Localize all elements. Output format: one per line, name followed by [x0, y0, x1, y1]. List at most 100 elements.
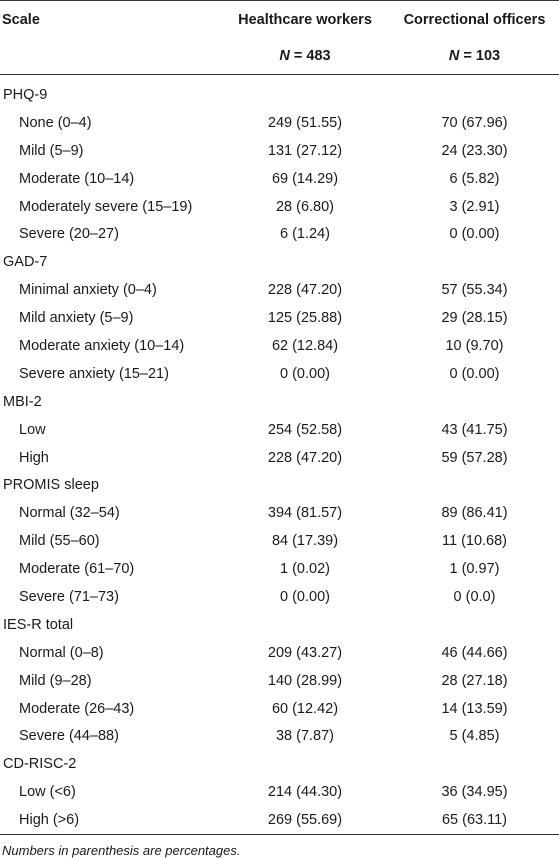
healthcare-value — [220, 388, 390, 416]
healthcare-value — [220, 75, 390, 109]
table-row: Normal (0–8) 209 (43.27) 46 (44.66) — [0, 639, 559, 667]
table-row: Moderate anxiety (10–14) 62 (12.84) 10 (9.… — [0, 332, 559, 360]
healthcare-value: 269 (55.69) — [267, 812, 343, 829]
correctional-value: 29 (28.15) — [441, 310, 508, 327]
row-label: Low (<6) — [19, 784, 76, 801]
row-label: Severe (71–73) — [19, 588, 119, 605]
table-row: None (0–4) 249 (51.55) 70 (67.96) — [0, 109, 559, 137]
header-blank — [0, 38, 220, 75]
n-value: = 103 — [459, 48, 501, 64]
table-row: Mild (55–60) 84 (17.39) 11 (10.68) — [0, 527, 559, 555]
row-label: Low — [19, 421, 46, 438]
n-label: N — [279, 48, 290, 64]
healthcare-value — [220, 611, 390, 639]
healthcare-value: 209 (43.27) — [267, 644, 343, 661]
table-row: Normal (32–54) 394 (81.57) 89 (86.41) — [0, 499, 559, 527]
healthcare-value: 84 (17.39) — [271, 533, 339, 550]
section-row: IES-R total — [0, 611, 559, 639]
table-bottom-rule — [0, 834, 559, 836]
row-label: Mild (9–28) — [19, 672, 92, 689]
table-body: PHQ-9 None (0–4) 249 (51.55) 70 (67.96) Mild… — [0, 75, 559, 835]
correctional-value: 59 (57.28) — [441, 449, 508, 466]
healthcare-value: 69 (14.29) — [271, 170, 339, 187]
table-row: Moderate (61–70) 1 (0.02) 1 (0.97) — [0, 555, 559, 583]
correctional-value — [390, 248, 559, 276]
table-row: Severe (20–27) 6 (1.24) 0 (0.00) — [0, 220, 559, 248]
correctional-value — [390, 75, 559, 109]
correctional-value: 36 (34.95) — [441, 784, 508, 801]
healthcare-value: 1 (0.02) — [280, 561, 330, 578]
correctional-value: 11 (10.68) — [441, 533, 508, 550]
section-row: PHQ-9 — [0, 75, 559, 109]
correctional-value: 1 (0.97) — [449, 561, 500, 578]
healthcare-value: 62 (12.84) — [271, 337, 339, 354]
healthcare-value: 394 (81.57) — [267, 505, 343, 522]
healthcare-value: 60 (12.42) — [271, 700, 339, 717]
row-label: Moderate (61–70) — [19, 561, 135, 578]
row-label: Moderate (26–43) — [19, 700, 135, 717]
healthcare-value: 249 (51.55) — [267, 114, 343, 131]
table-row: Severe (71–73) 0 (0.00) 0 (0.0) — [0, 583, 559, 611]
header-row-titles: Scale Healthcare workers Correctional of… — [0, 0, 559, 39]
healthcare-value: 131 (27.12) — [267, 142, 343, 159]
table-row: Low 254 (52.58) 43 (41.75) — [0, 416, 559, 444]
row-label: High — [19, 449, 49, 466]
table-row: Mild (5–9) 131 (27.12) 24 (23.30) — [0, 137, 559, 165]
row-label: Normal (0–8) — [19, 644, 104, 661]
correctional-value — [390, 471, 559, 499]
correctional-value: 43 (41.75) — [441, 421, 508, 438]
row-label: Severe anxiety (15–21) — [19, 365, 169, 382]
correctional-value: 0 (0.00) — [449, 365, 500, 382]
healthcare-value: 140 (28.99) — [267, 672, 343, 689]
row-label: Minimal anxiety (0–4) — [19, 282, 157, 299]
healthcare-value: 214 (44.30) — [267, 784, 343, 801]
table-footnote: Numbers in parenthesis are percentages. — [2, 843, 241, 858]
n-value: = 483 — [289, 48, 331, 64]
correctional-value: 89 (86.41) — [441, 505, 508, 522]
healthcare-value: 228 (47.20) — [267, 282, 343, 299]
header-correctional-n: N = 103 — [390, 38, 559, 75]
table-row: Low (<6) 214 (44.30) 36 (34.95) — [0, 778, 559, 806]
row-label: Severe (44–88) — [19, 728, 119, 745]
healthcare-value — [220, 471, 390, 499]
section-label: PHQ-9 — [3, 86, 48, 103]
row-label: Mild (55–60) — [19, 533, 100, 550]
table-row: Mild anxiety (5–9) 125 (25.88) 29 (28.15) — [0, 304, 559, 332]
row-label: High (>6) — [19, 812, 80, 829]
table-row: Moderately severe (15–19) 28 (6.80) 3 (2.9… — [0, 193, 559, 221]
healthcare-value: 125 (25.88) — [267, 310, 343, 327]
correctional-value: 6 (5.82) — [449, 170, 500, 187]
section-row: CD-RISC-2 — [0, 750, 559, 778]
header-correctional-officers: Correctional officers — [403, 12, 546, 28]
header-row-n: N = 483 N = 103 — [0, 38, 559, 75]
section-row: GAD-7 — [0, 248, 559, 276]
healthcare-value: 254 (52.58) — [267, 421, 343, 438]
header-healthcare-workers: Healthcare workers — [238, 12, 372, 28]
healthcare-value: 38 (7.87) — [275, 728, 335, 745]
healthcare-value: 28 (6.80) — [275, 198, 335, 215]
correctional-value: 3 (2.91) — [449, 198, 500, 215]
results-table: Scale Healthcare workers Correctional of… — [0, 0, 559, 835]
table-row: Mild (9–28) 140 (28.99) 28 (27.18) — [0, 667, 559, 695]
correctional-value: 28 (27.18) — [441, 672, 508, 689]
correctional-value: 65 (63.11) — [441, 812, 508, 829]
section-row: PROMIS sleep — [0, 471, 559, 499]
row-label: Mild (5–9) — [19, 142, 84, 159]
table-header: Scale Healthcare workers Correctional of… — [0, 0, 559, 75]
correctional-value — [390, 750, 559, 778]
section-label: CD-RISC-2 — [3, 756, 77, 773]
row-label: Mild anxiety (5–9) — [19, 310, 134, 327]
section-label: IES-R total — [3, 616, 74, 633]
correctional-value: 57 (55.34) — [441, 282, 508, 299]
correctional-value: 46 (44.66) — [441, 644, 508, 661]
table-row: Moderate (10–14) 69 (14.29) 6 (5.82) — [0, 165, 559, 193]
correctional-value: 70 (67.96) — [441, 114, 508, 131]
row-label: Severe (20–27) — [19, 226, 119, 243]
table-row: High (>6) 269 (55.69) 65 (63.11) — [0, 806, 559, 834]
healthcare-value — [220, 750, 390, 778]
correctional-value: 10 (9.70) — [445, 337, 504, 354]
healthcare-value: 228 (47.20) — [267, 449, 343, 466]
table-row: Severe anxiety (15–21) 0 (0.00) 0 (0.00) — [0, 360, 559, 388]
row-label: Normal (32–54) — [19, 505, 120, 522]
